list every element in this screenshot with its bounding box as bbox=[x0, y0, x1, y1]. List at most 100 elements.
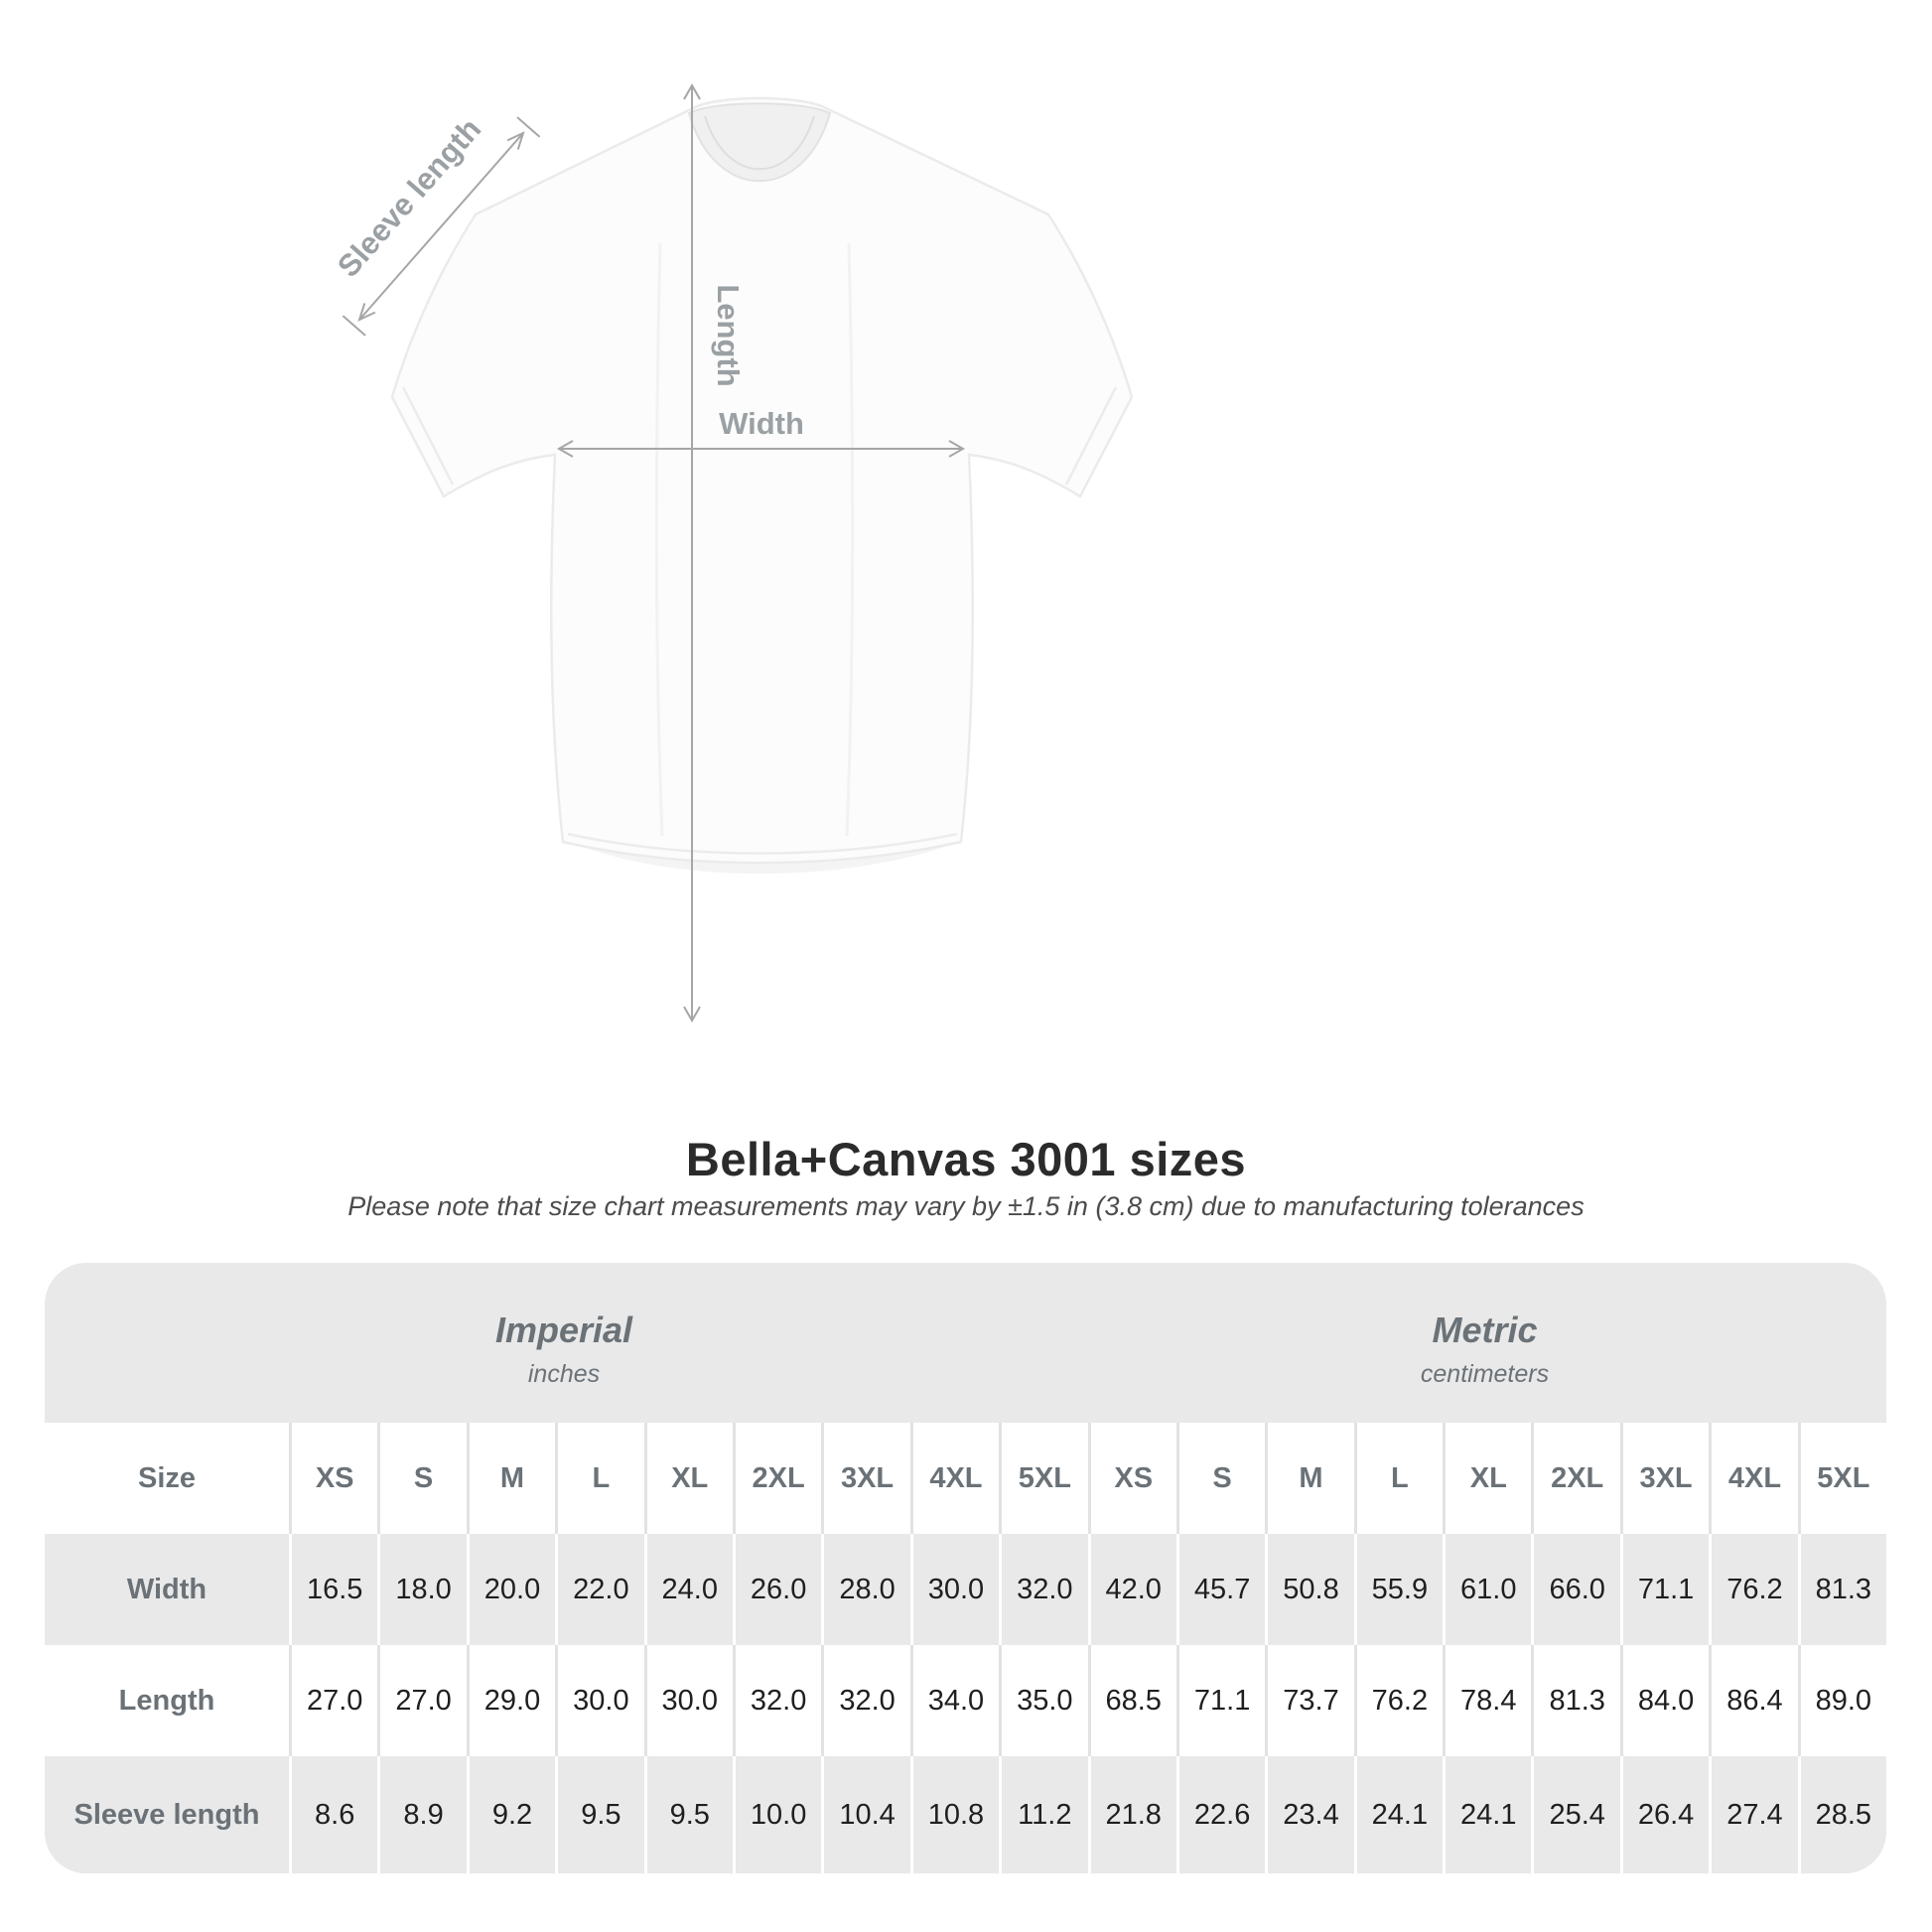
value-cell: 24.0 bbox=[643, 1534, 733, 1645]
size-header-cell: 2XL bbox=[1531, 1423, 1619, 1534]
value-cell: 34.0 bbox=[909, 1645, 999, 1756]
page-subtitle: Please note that size chart measurements… bbox=[347, 1191, 1585, 1221]
metric-title: Metric bbox=[1432, 1310, 1538, 1350]
size-header-cell: L bbox=[555, 1423, 643, 1534]
value-cell: 76.2 bbox=[1709, 1534, 1797, 1645]
imperial-unit: inches bbox=[527, 1360, 601, 1388]
value-cell: 10.8 bbox=[909, 1756, 999, 1873]
value-cell: 86.4 bbox=[1709, 1645, 1797, 1756]
value-cell: 26.4 bbox=[1619, 1756, 1709, 1873]
row-label: Sleeve length bbox=[73, 1798, 260, 1831]
value-cell: 71.1 bbox=[1619, 1534, 1709, 1645]
value-cell: 22.6 bbox=[1175, 1756, 1265, 1873]
size-header-cell: XL bbox=[1443, 1423, 1531, 1534]
value-cell: 10.4 bbox=[821, 1756, 909, 1873]
tshirt-fold-left bbox=[654, 242, 664, 837]
value-cell: 8.6 bbox=[289, 1756, 377, 1873]
size-corner-label: Size bbox=[137, 1461, 197, 1494]
tshirt-left-cuff-seam bbox=[401, 386, 455, 485]
value-cell: 27.0 bbox=[289, 1645, 377, 1756]
value-cell: 45.7 bbox=[1175, 1534, 1265, 1645]
size-header-cell: XS bbox=[1087, 1423, 1176, 1534]
size-header-row: Size XS S M L XL 2XL 3XL 4XL 5XL XS S M … bbox=[45, 1423, 1886, 1534]
value-cell: 81.3 bbox=[1797, 1534, 1886, 1645]
value-cell: 89.0 bbox=[1797, 1645, 1886, 1756]
value-cell: 50.8 bbox=[1265, 1534, 1353, 1645]
length-arrow bbox=[683, 82, 701, 1024]
value-cell: 78.4 bbox=[1443, 1645, 1531, 1756]
value-cell: 28.0 bbox=[821, 1534, 909, 1645]
value-cell: 30.0 bbox=[555, 1645, 643, 1756]
value-cell: 32.0 bbox=[821, 1645, 909, 1756]
size-header-cell: S bbox=[377, 1423, 466, 1534]
value-cell: 8.9 bbox=[377, 1756, 466, 1873]
value-cell: 32.0 bbox=[999, 1534, 1087, 1645]
value-cell: 16.5 bbox=[289, 1534, 377, 1645]
value-cell: 30.0 bbox=[909, 1534, 999, 1645]
value-cell: 66.0 bbox=[1531, 1534, 1619, 1645]
value-cell: 18.0 bbox=[377, 1534, 466, 1645]
value-cell: 21.8 bbox=[1087, 1756, 1176, 1873]
value-cell: 22.0 bbox=[555, 1534, 643, 1645]
imperial-title: Imperial bbox=[494, 1310, 633, 1350]
value-cell: 68.5 bbox=[1087, 1645, 1176, 1756]
imperial-header-group: Imperial inches bbox=[45, 1263, 1083, 1423]
dimension-arrows bbox=[342, 82, 966, 1024]
value-cell: 35.0 bbox=[999, 1645, 1087, 1756]
value-cell: 24.1 bbox=[1353, 1756, 1443, 1873]
value-cell: 30.0 bbox=[643, 1645, 733, 1756]
size-header-cell: XL bbox=[643, 1423, 733, 1534]
size-header-cell: 4XL bbox=[909, 1423, 999, 1534]
length-row: Length 27.0 27.0 29.0 30.0 30.0 32.0 32.… bbox=[45, 1645, 1886, 1756]
value-cell: 55.9 bbox=[1353, 1534, 1443, 1645]
size-chart-panel: Imperial inches Metric centimeters Size … bbox=[45, 1263, 1886, 1873]
metric-header-group: Metric centimeters bbox=[1083, 1263, 1886, 1423]
tshirt-body bbox=[390, 96, 1134, 865]
value-cell: 81.3 bbox=[1531, 1645, 1619, 1756]
value-cell: 61.0 bbox=[1443, 1534, 1531, 1645]
width-arrow bbox=[556, 440, 966, 458]
value-cell: 29.0 bbox=[466, 1645, 555, 1756]
value-cell: 71.1 bbox=[1175, 1645, 1265, 1756]
size-header-cell: 5XL bbox=[1797, 1423, 1886, 1534]
tshirt-collar-ribbing bbox=[704, 115, 815, 171]
value-cell: 9.5 bbox=[643, 1756, 733, 1873]
value-cell: 11.2 bbox=[999, 1756, 1087, 1873]
tshirt-hem-seam bbox=[567, 832, 958, 855]
size-header-cell: 3XL bbox=[821, 1423, 909, 1534]
value-cell: 26.0 bbox=[732, 1534, 821, 1645]
value-cell: 25.4 bbox=[1531, 1756, 1619, 1873]
value-cell: 9.2 bbox=[466, 1756, 555, 1873]
size-header-cell: M bbox=[1265, 1423, 1353, 1534]
row-label: Width bbox=[126, 1573, 207, 1605]
size-header-cell: 3XL bbox=[1619, 1423, 1709, 1534]
tshirt-collar-opening bbox=[687, 102, 832, 183]
value-cell: 27.0 bbox=[377, 1645, 466, 1756]
value-cell: 27.4 bbox=[1709, 1756, 1797, 1873]
value-cell: 9.5 bbox=[555, 1756, 643, 1873]
size-header-cell: L bbox=[1353, 1423, 1443, 1534]
size-header-cell: 5XL bbox=[999, 1423, 1087, 1534]
size-header-cell: S bbox=[1175, 1423, 1265, 1534]
tshirt-fold-right bbox=[845, 242, 855, 837]
page-title: Bella+Canvas 3001 sizes bbox=[685, 1133, 1247, 1185]
value-cell: 23.4 bbox=[1265, 1756, 1353, 1873]
tshirt-illustration bbox=[390, 96, 1134, 874]
tshirt-measurement-diagram: Sleeve length Length Width bbox=[331, 82, 1134, 1024]
value-cell: 24.1 bbox=[1443, 1756, 1531, 1873]
value-cell: 28.5 bbox=[1797, 1756, 1886, 1873]
sleeve-length-arrow bbox=[342, 116, 541, 337]
tshirt-right-cuff-seam bbox=[1064, 386, 1118, 485]
value-cell: 20.0 bbox=[466, 1534, 555, 1645]
value-cell: 42.0 bbox=[1087, 1534, 1176, 1645]
row-label: Length bbox=[118, 1684, 215, 1717]
value-cell: 32.0 bbox=[732, 1645, 821, 1756]
size-header-cell: 2XL bbox=[732, 1423, 821, 1534]
value-cell: 10.0 bbox=[732, 1756, 821, 1873]
value-cell: 84.0 bbox=[1619, 1645, 1709, 1756]
unit-header-band: Imperial inches Metric centimeters bbox=[45, 1263, 1886, 1423]
tshirt-hem-shadow bbox=[576, 844, 953, 874]
size-header-cell: XS bbox=[289, 1423, 377, 1534]
metric-unit: centimeters bbox=[1420, 1360, 1550, 1388]
